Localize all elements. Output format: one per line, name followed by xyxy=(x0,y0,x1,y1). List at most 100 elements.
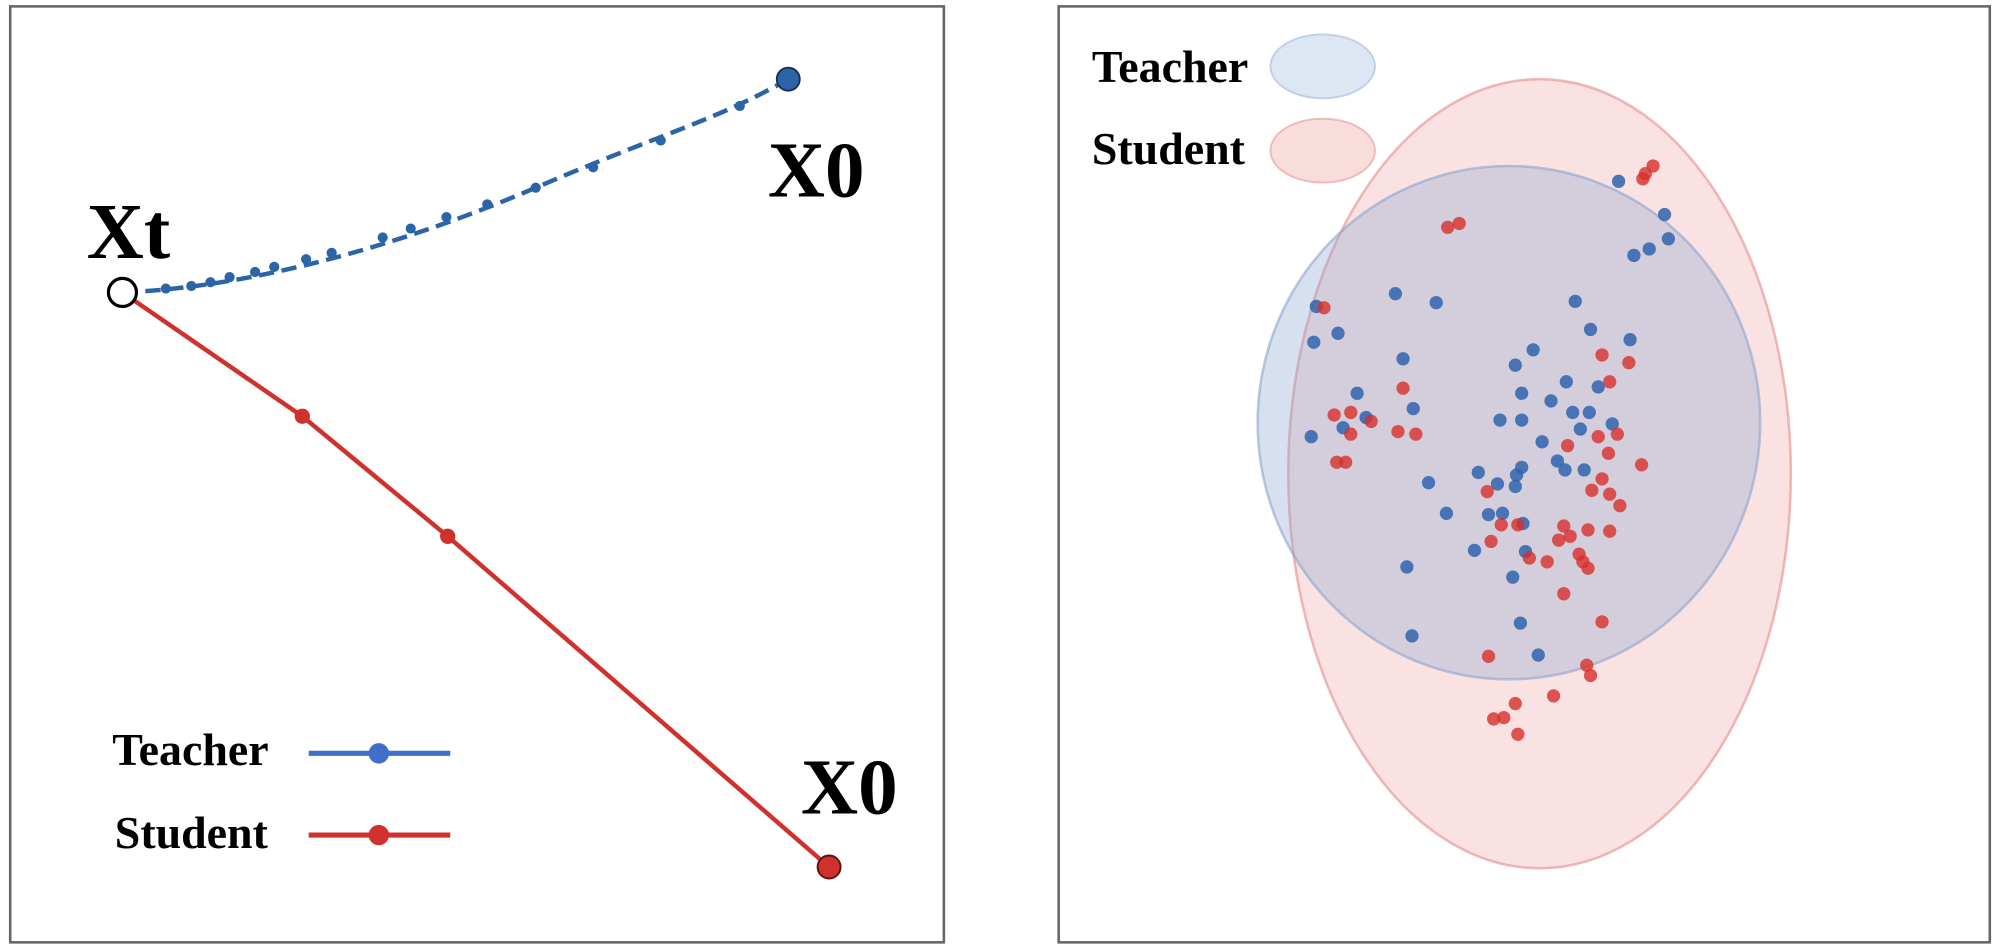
teacher-sample xyxy=(1583,322,1598,337)
teacher-sample xyxy=(1513,616,1528,630)
teacher-step xyxy=(734,100,745,112)
teacher-sample xyxy=(1591,380,1605,394)
teacher-end-label: X0 xyxy=(768,127,865,215)
student-sample xyxy=(1636,172,1650,186)
student-sample xyxy=(1610,427,1624,441)
teacher-sample xyxy=(1531,648,1545,662)
teacher-sample xyxy=(1605,417,1619,431)
legend-label: Student xyxy=(115,807,269,858)
student-end xyxy=(816,854,842,880)
teacher-sample xyxy=(1429,295,1443,310)
student-sample xyxy=(1557,587,1571,601)
legend-swatch xyxy=(1269,117,1376,184)
teacher-sample xyxy=(1396,352,1410,366)
start-label: Xt xyxy=(87,188,170,276)
teacher-sample xyxy=(1627,248,1641,263)
student-sample xyxy=(1603,524,1617,538)
student-sample xyxy=(1585,483,1599,497)
student-sample xyxy=(1591,430,1605,444)
teacher-sample xyxy=(1559,375,1573,389)
student-sample xyxy=(1484,534,1498,549)
teacher-sample xyxy=(1515,413,1529,427)
student-sample xyxy=(1344,405,1358,420)
student-sample xyxy=(1613,499,1627,513)
teacher-sample xyxy=(1350,386,1364,400)
student-sample xyxy=(1391,424,1405,439)
student-sample xyxy=(1563,529,1577,543)
student-sample xyxy=(1546,689,1561,703)
teacher-sample xyxy=(1558,463,1572,477)
student-sample xyxy=(1441,220,1455,234)
student-sample xyxy=(1540,555,1554,569)
legend-marker xyxy=(368,824,390,846)
right-panel-frame xyxy=(1057,5,1992,944)
teacher-sample xyxy=(1421,476,1436,490)
teacher-sample xyxy=(1568,294,1582,308)
student-sample xyxy=(1364,414,1378,429)
student-sample xyxy=(1634,458,1649,472)
teacher-sample xyxy=(1405,629,1419,643)
teacher-sample xyxy=(1493,413,1507,427)
teacher-sample xyxy=(1582,405,1596,420)
legend-swatch xyxy=(1269,33,1376,100)
teacher-sample xyxy=(1495,506,1510,520)
teacher-sample xyxy=(1490,477,1505,491)
start-point xyxy=(106,276,139,309)
student-sample xyxy=(1560,438,1575,453)
student-sample xyxy=(1557,519,1571,533)
teacher-step xyxy=(301,254,312,265)
student-sample xyxy=(1497,710,1511,725)
legend-label: Teacher xyxy=(1092,41,1248,92)
student-sample xyxy=(1595,615,1609,629)
student-sample xyxy=(1481,649,1496,663)
student-sample xyxy=(1622,355,1636,370)
student-step xyxy=(440,528,456,544)
student-sample xyxy=(1486,712,1501,726)
teacher-step xyxy=(186,280,197,292)
student-sample xyxy=(1317,301,1331,315)
student-sample xyxy=(1452,216,1466,231)
teacher-trajectory xyxy=(122,77,790,295)
teacher-step xyxy=(205,277,216,288)
teacher-step xyxy=(482,199,493,210)
student-sample xyxy=(1409,427,1423,441)
teacher-step xyxy=(250,266,261,278)
teacher-sample xyxy=(1642,242,1656,256)
teacher-sample xyxy=(1400,560,1414,574)
teacher-step xyxy=(441,211,452,223)
student-sample xyxy=(1595,348,1609,362)
student-sample xyxy=(1511,518,1525,532)
teacher-step xyxy=(160,283,171,294)
teacher-sample xyxy=(1467,543,1482,557)
student-sample xyxy=(1601,446,1616,460)
student-sample xyxy=(1508,696,1522,711)
student-sample xyxy=(1494,518,1508,532)
student-sample xyxy=(1581,523,1595,537)
teacher-sample xyxy=(1611,174,1626,188)
student-ellipse xyxy=(1286,77,1793,870)
student-sample xyxy=(1339,455,1353,469)
legend-label: Student xyxy=(1092,123,1246,174)
teacher-sample xyxy=(1331,326,1345,340)
trajectories xyxy=(106,66,842,880)
left-panel-frame xyxy=(8,5,946,944)
teacher-step xyxy=(326,247,337,258)
teacher-step xyxy=(224,271,235,283)
student-sample xyxy=(1522,551,1536,565)
student-sample xyxy=(1603,487,1617,501)
teacher-sample xyxy=(1388,287,1403,301)
teacher-sample xyxy=(1535,435,1549,449)
student-step xyxy=(294,408,310,424)
student-sample xyxy=(1576,555,1590,569)
teacher-end xyxy=(775,66,801,92)
teacher-step xyxy=(405,223,416,234)
teacher-sample xyxy=(1577,463,1591,477)
legend-label: Teacher xyxy=(112,724,268,775)
student-trajectory xyxy=(121,290,831,869)
teacher-sample xyxy=(1304,430,1318,444)
student-end-label: X0 xyxy=(801,743,898,831)
teacher-step xyxy=(269,261,280,272)
student-sample xyxy=(1480,484,1494,499)
